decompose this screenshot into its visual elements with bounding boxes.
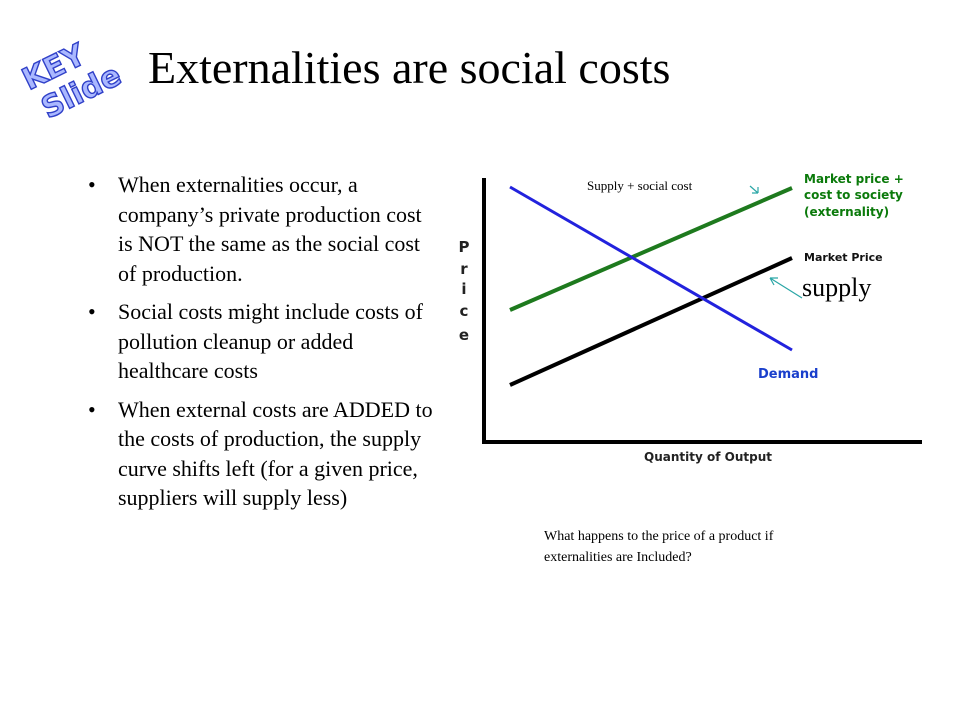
bullet-item: • Social costs might include costs of po… [84,297,434,386]
bullet-list: • When externalities occur, a company’s … [84,170,434,522]
key-slide-badge: KEY Slide [16,36,127,127]
y-axis-letter: P [459,238,470,256]
market-social-label: Market price + cost to society (external… [804,172,904,219]
y-axis-letter: e [459,326,469,344]
market-social-label-line: cost to society [804,188,903,202]
demand-label: Demand [758,367,819,382]
y-axis-letter: c [460,302,469,320]
demand-curve [509,185,793,352]
annotation-arrows [749,185,803,299]
supply-demand-diagram: P r i c e Quantity of Output Market pric… [459,172,922,464]
market-social-label-line: (externality) [804,205,889,219]
social-supply-curve [509,186,793,312]
bullet-dot: • [88,299,96,324]
y-axis-label: P r i c e [459,238,470,344]
bullet-item: • When external costs are ADDED to the c… [84,395,434,513]
slide-title: Externalities are social costs [148,42,671,93]
bullet-text: When external costs are ADDED to the cos… [118,396,433,511]
market-price-label: Market Price [804,251,883,264]
social-cost-arrow-icon [749,185,759,194]
supply-social-cost-note: Supply + social cost [587,178,693,193]
supply-label: supply [802,273,872,302]
y-axis-letter: i [461,280,466,298]
bullet-text: Social costs might include costs of poll… [118,299,423,383]
bullet-dot: • [88,172,96,197]
x-axis-label: Quantity of Output [644,450,772,464]
question-text: What happens to the price of a product i… [544,529,774,565]
private-supply-curve [509,256,793,387]
market-social-label-line: Market price + [804,172,904,186]
bullet-dot: • [88,396,96,422]
bullet-text: When externalities occur, a company’s pr… [118,172,422,286]
y-axis-letter: r [460,260,468,278]
supply-arrow-icon [769,277,803,299]
bullet-item: • When externalities occur, a company’s … [84,170,434,288]
